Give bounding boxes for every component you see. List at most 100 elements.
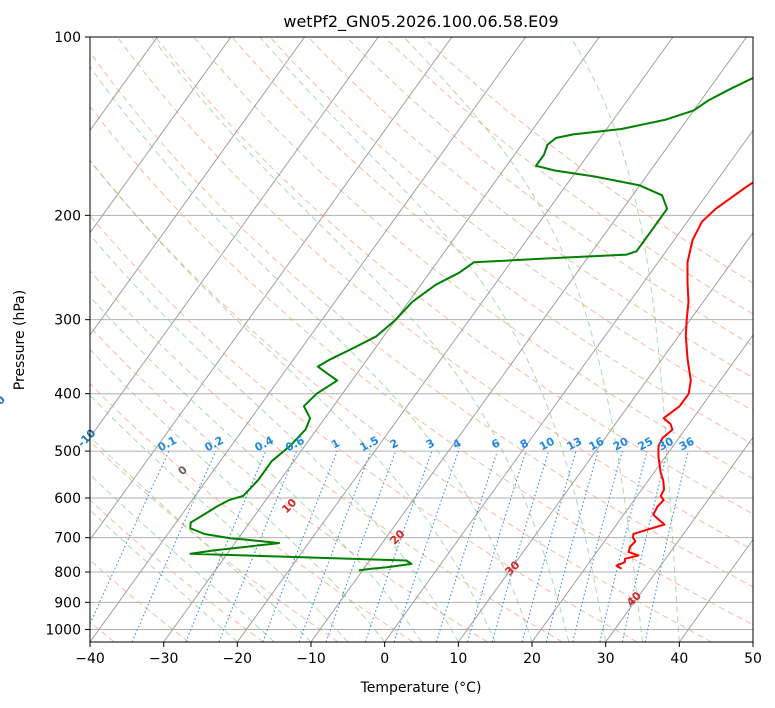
background-lines (90, 37, 753, 642)
mixing-ratio-label: 36 (677, 435, 697, 454)
series-layer (189, 76, 753, 572)
mixing-ratio-line (435, 450, 498, 642)
mixing-ratio-line (467, 450, 527, 642)
x-tick-label: 0 (380, 651, 389, 667)
mixing-ratio-label: 20 (611, 435, 631, 454)
dry-adiabat-label: 30 (503, 558, 523, 578)
y-tick-label: 500 (54, 444, 81, 460)
isotherm-line (90, 37, 453, 541)
mixing-ratio-label: 2 (388, 436, 401, 451)
dry-adiabat-label: 20 (388, 527, 408, 547)
mixing-ratio-line (393, 450, 460, 642)
x-tick-label: 40 (670, 651, 688, 667)
isotherm-line (90, 37, 379, 439)
mixing-ratio-line (364, 450, 433, 642)
moist-adiabat (90, 295, 422, 642)
mixing-ratio-label: 10 (537, 435, 557, 454)
mixing-ratio-line (545, 450, 599, 642)
moist-adiabat (90, 473, 275, 642)
isotherm-line (457, 231, 753, 642)
mixing-ratio-line (621, 450, 669, 642)
dry-adiabat (90, 440, 339, 642)
isotherm-line (531, 334, 753, 642)
moist-adiabat (151, 37, 570, 642)
mixing-ratio-label: 4 (451, 436, 464, 451)
y-tick-label: 100 (54, 30, 81, 46)
isotherm-line (90, 37, 232, 234)
moist-adiabat (90, 65, 533, 642)
mixing-ratio-line (298, 450, 372, 642)
y-tick-label: 800 (54, 565, 81, 581)
y-tick-label: 900 (54, 595, 81, 611)
y-tick-label: 400 (54, 387, 81, 403)
isotherm-lines (0, 37, 753, 642)
x-tick-label: −40 (75, 651, 105, 667)
y-tick-label: 600 (54, 491, 81, 507)
x-tick-label: −10 (296, 651, 326, 667)
mixing-ratio-label: 16 (587, 435, 607, 454)
mixing-ratio-line (131, 450, 217, 642)
x-axis-label: Temperature (°C) (360, 680, 482, 696)
mixing-ratio-line (262, 450, 338, 642)
isotherm-line (310, 37, 748, 642)
isotherm-line (236, 37, 674, 642)
mixing-ratio-label: 3 (424, 436, 437, 451)
moist-adiabat (403, 37, 643, 642)
mixing-ratio-line (218, 450, 298, 642)
dry-adiabat-label: -20 (0, 393, 8, 416)
plot-frame (89, 36, 754, 643)
mixing-ratio-line (644, 450, 689, 642)
isotherm-line (752, 641, 753, 642)
isotherm-line (0, 37, 10, 642)
dry-adiabat (384, 37, 753, 315)
dry-adiabat (269, 37, 753, 412)
y-axis-ticks: 1000 900 800 700 600 500 400 300 200 100 (45, 30, 90, 638)
y-tick-label: 200 (54, 208, 81, 224)
mixing-ratio-line (521, 450, 577, 642)
x-tick-label: 50 (744, 651, 762, 667)
moist-adiabat (90, 394, 349, 642)
moist-adiabat (90, 509, 238, 642)
isotherm-line (163, 37, 600, 642)
y-tick-label: 700 (54, 531, 81, 547)
dry-adiabat (90, 160, 712, 642)
mixing-ratio-label: 13 (565, 435, 585, 454)
dry-adiabat (90, 326, 488, 642)
dry-adiabat (307, 37, 753, 379)
isotherm-line (678, 538, 753, 642)
dry-adiabat (90, 51, 753, 588)
dry-adiabat (90, 214, 638, 642)
y-tick-label: 1000 (45, 622, 81, 638)
mixing-ratio-label: 6 (489, 436, 502, 451)
dry-adiabat (155, 37, 753, 515)
dry-adiabat-label: 0 (175, 463, 190, 478)
isotherm-line (90, 37, 527, 642)
x-tick-label: 30 (597, 651, 615, 667)
mixing-ratio-line (491, 450, 550, 642)
isotherm-line (90, 37, 306, 336)
mixing-ratio-line (185, 450, 267, 642)
y-axis-label: Pressure (hPa) (12, 290, 28, 390)
x-tick-label: 20 (523, 651, 541, 667)
y-tick-label: 300 (54, 313, 81, 329)
chart-title: wetPf2_GN05.2026.100.06.58.E09 (283, 12, 558, 32)
grid-layer (90, 37, 753, 630)
isotherm-line (605, 436, 753, 642)
x-axis-ticks: −40 −30 −20 −10 0 10 20 30 40 50 (75, 642, 762, 667)
dry-adiabat (90, 499, 264, 642)
dewpoint-profile-line (189, 76, 753, 572)
isotherm-line (384, 129, 753, 642)
dry-adiabat-label: 10 (279, 496, 299, 516)
mixing-ratio-label: 30 (656, 435, 676, 454)
temperature-profile-line (615, 181, 753, 570)
mixing-ratio-line (325, 450, 397, 642)
mixing-ratio-line (599, 450, 648, 642)
line-labels: 0.10.20.40.611.52346810131620253036-100-… (0, 393, 697, 609)
moist-adiabat (90, 348, 386, 642)
moist-adiabat (90, 159, 496, 642)
dry-adiabat (345, 37, 753, 347)
x-tick-label: −20 (223, 651, 253, 667)
x-tick-label: 10 (449, 651, 467, 667)
dry-adiabat (231, 37, 753, 445)
